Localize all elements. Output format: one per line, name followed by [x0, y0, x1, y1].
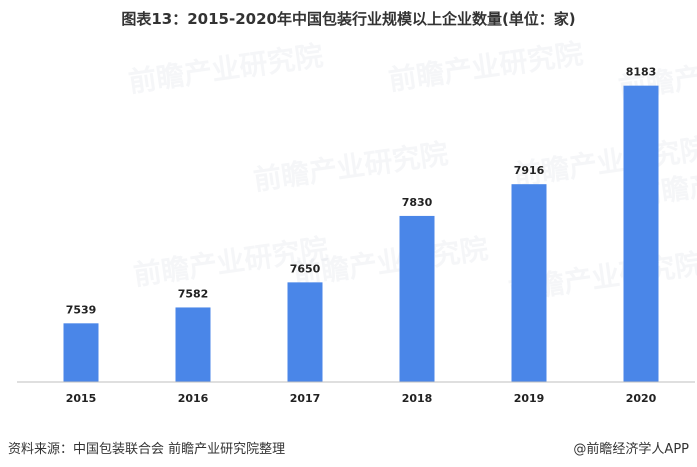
- bar-series: [63, 85, 659, 383]
- x-tick-label-2019: 2019: [514, 392, 545, 405]
- data-label-group: 7539 7582 7650 7830 7916 8183: [66, 66, 657, 317]
- value-label-2016: 7582: [178, 287, 209, 300]
- x-tick-label-2018: 2018: [402, 392, 433, 405]
- x-tick-label-2020: 2020: [626, 392, 657, 405]
- x-tick-label-2015: 2015: [66, 392, 97, 405]
- watermark-text: 前瞻产业研究院: [386, 37, 585, 97]
- watermark-text: 前瞻产业研究院: [126, 39, 325, 99]
- value-label-2020: 8183: [626, 66, 657, 79]
- x-tick-label-2016: 2016: [178, 392, 209, 405]
- value-label-2018: 7830: [402, 196, 433, 209]
- bar-2017: [287, 282, 323, 382]
- watermark-text: 前瞻产业研究院: [251, 137, 450, 197]
- bar-2020: [623, 85, 659, 383]
- x-tick-label-2017: 2017: [290, 392, 321, 405]
- bar-2018: [399, 215, 435, 382]
- x-tick-label-group: 2015 2016 2017 2018 2019 2020: [66, 392, 657, 405]
- bar-2016: [175, 307, 211, 382]
- source-note: 资料来源：中国包装联合会 前瞻产业研究院整理: [8, 442, 286, 457]
- value-label-2019: 7916: [514, 164, 545, 177]
- bar-2015: [63, 323, 99, 382]
- brand-credit: @前瞻经济学人APP: [573, 442, 689, 457]
- value-label-2015: 7539: [66, 303, 97, 316]
- value-label-2017: 7650: [290, 262, 321, 275]
- chart-title: 图表13：2015-2020年中国包装行业规模以上企业数量(单位：家): [121, 10, 576, 28]
- bar-2019: [511, 184, 547, 382]
